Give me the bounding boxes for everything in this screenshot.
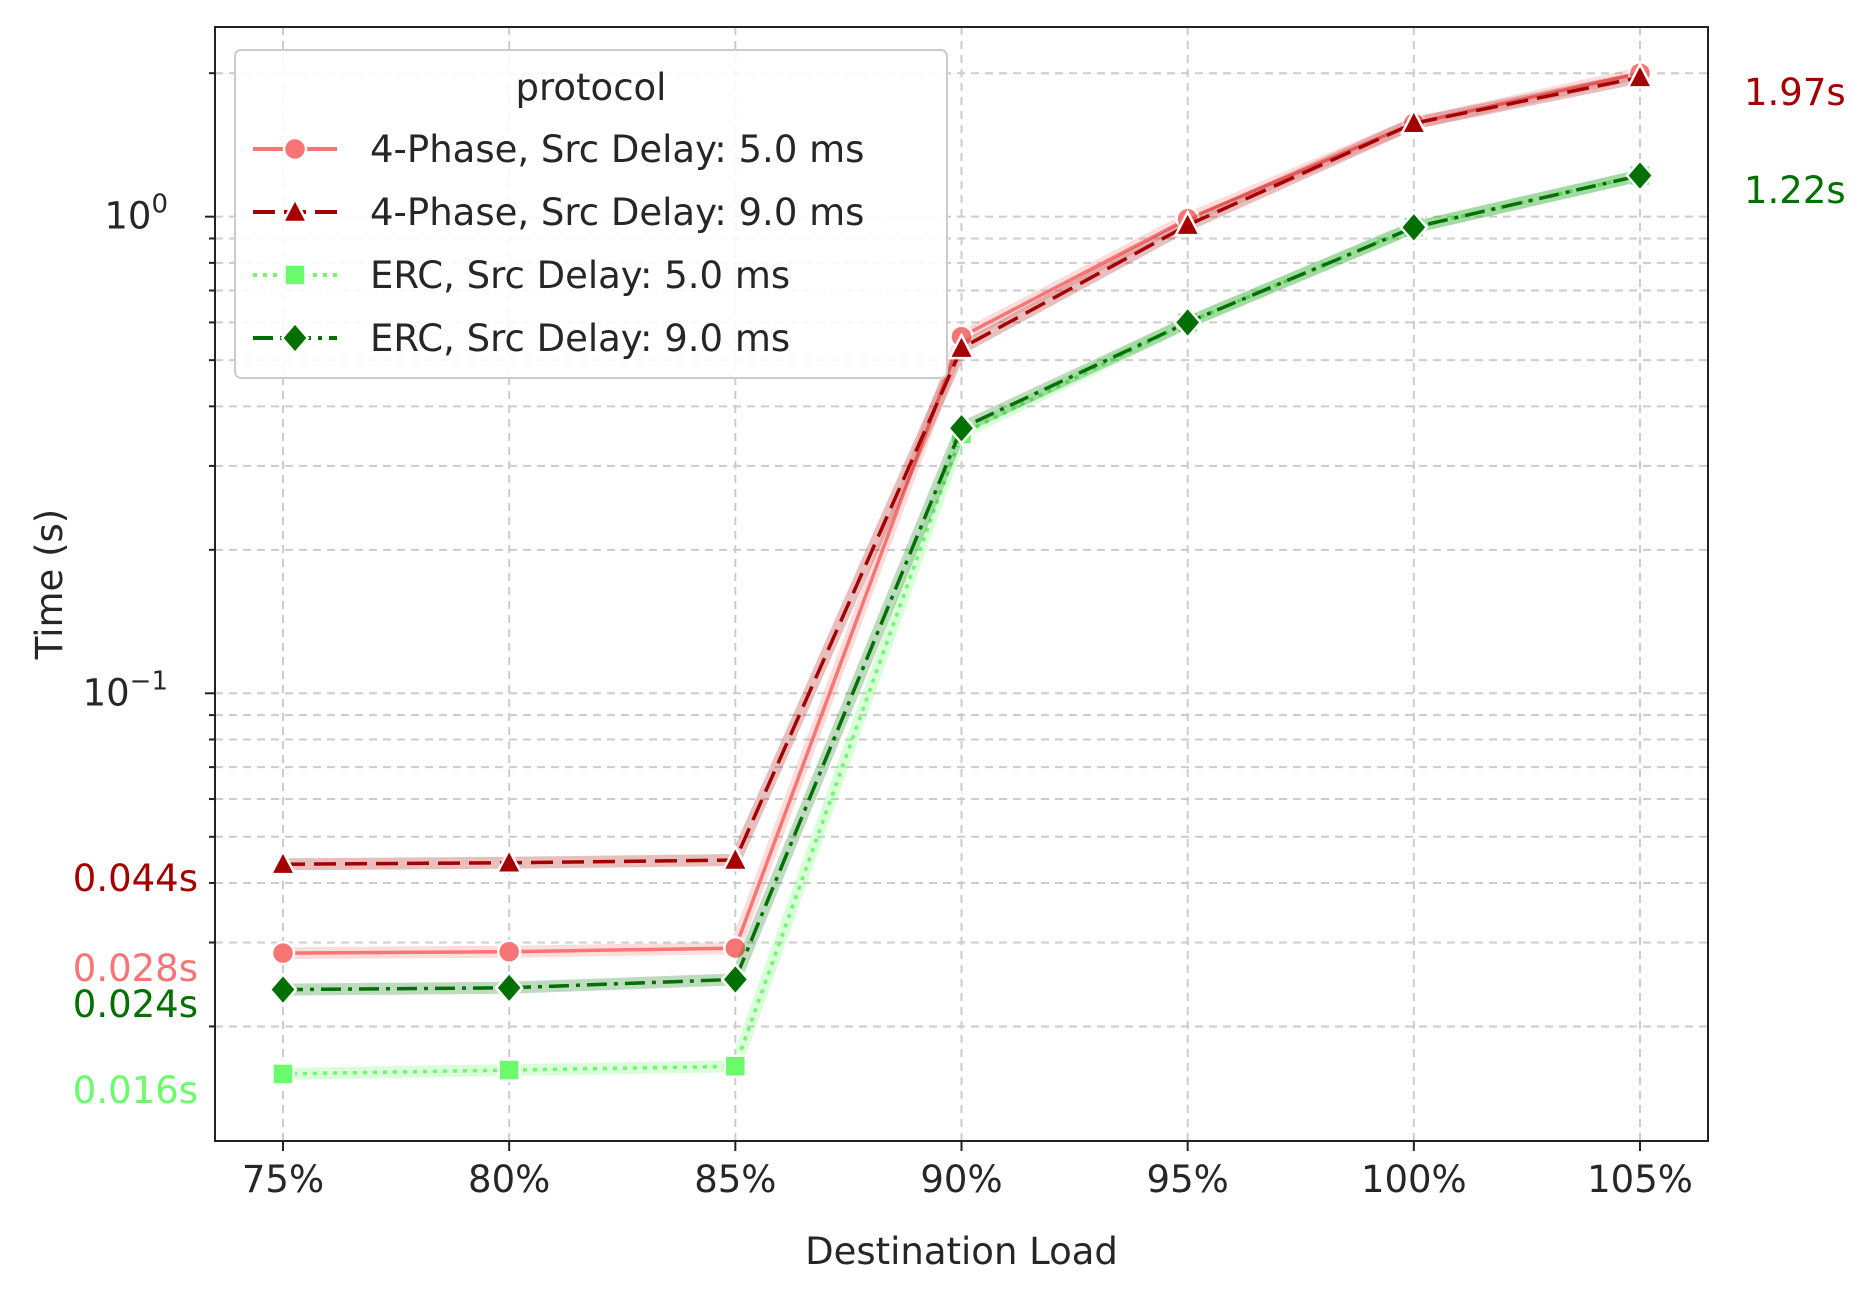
value-annotation: 0.028s bbox=[73, 947, 198, 990]
x-axis-label: Destination Load bbox=[805, 1230, 1118, 1273]
data-point bbox=[1399, 107, 1428, 135]
grid bbox=[215, 27, 1708, 1141]
value-annotation: 0.016s bbox=[73, 1069, 198, 1112]
data-point bbox=[494, 970, 524, 1005]
value-annotation: 0.024s bbox=[73, 983, 198, 1026]
data-point bbox=[1625, 158, 1655, 193]
legend-item: ERC, Src Delay: 5.0 ms bbox=[253, 254, 790, 297]
value-annotation: 1.22s bbox=[1744, 169, 1846, 212]
y-tick-label: 10−1 bbox=[83, 666, 168, 714]
axes: 75% 80% 85% 90% 95% 100% 105% 100 10−1 bbox=[83, 72, 1693, 1201]
legend-item: 4-Phase, Src Delay: 5.0 ms bbox=[253, 128, 864, 171]
y-tick-label: 100 bbox=[104, 190, 168, 238]
data-point bbox=[270, 940, 296, 966]
x-tick-label: 95% bbox=[1147, 1158, 1229, 1201]
x-tick-label: 90% bbox=[920, 1158, 1002, 1201]
data-point bbox=[720, 962, 750, 997]
series-4 bbox=[268, 158, 1655, 1007]
series-2 bbox=[268, 61, 1655, 876]
x-tick-label: 80% bbox=[468, 1158, 550, 1201]
legend-item: 4-Phase, Src Delay: 9.0 ms bbox=[253, 191, 864, 234]
data-point bbox=[947, 332, 976, 360]
value-annotation: 0.044s bbox=[73, 857, 198, 900]
data-point bbox=[495, 847, 524, 875]
data-point bbox=[268, 848, 298, 876]
data-point bbox=[1173, 209, 1202, 237]
data-point bbox=[1625, 61, 1655, 89]
x-tick-label: 100% bbox=[1361, 1158, 1467, 1201]
data-point bbox=[723, 1054, 748, 1079]
legend-swatch-marker bbox=[283, 263, 307, 287]
data-point bbox=[721, 844, 750, 872]
legend-label: ERC, Src Delay: 9.0 ms bbox=[370, 317, 790, 360]
data-point bbox=[1173, 305, 1203, 340]
data-point bbox=[268, 972, 298, 1007]
legend-swatch-marker bbox=[280, 321, 310, 355]
data-point bbox=[496, 939, 522, 964]
x-tick-label: 75% bbox=[242, 1158, 324, 1201]
data-point bbox=[946, 411, 977, 446]
legend-items: 4-Phase, Src Delay: 5.0 ms 4-Phase, Src D… bbox=[253, 128, 864, 360]
x-tick-label: 85% bbox=[694, 1158, 776, 1201]
y-axis-label: Time (s) bbox=[28, 509, 71, 660]
data-point bbox=[271, 1062, 295, 1086]
legend-label: 4-Phase, Src Delay: 5.0 ms bbox=[370, 128, 864, 171]
x-tick-label: 105% bbox=[1587, 1158, 1693, 1201]
legend-label: 4-Phase, Src Delay: 9.0 ms bbox=[370, 191, 864, 234]
value-annotation: 1.97s bbox=[1744, 71, 1846, 114]
legend-item: ERC, Src Delay: 9.0 ms bbox=[253, 317, 790, 360]
legend-label: ERC, Src Delay: 5.0 ms bbox=[370, 254, 790, 297]
legend-swatch-marker bbox=[282, 136, 308, 162]
legend-box bbox=[234, 49, 948, 379]
data-point bbox=[497, 1058, 521, 1082]
legend: protocol 4-Phase, Src Delay: 5.0 ms4-Pha… bbox=[234, 49, 948, 379]
series-layer bbox=[268, 60, 1655, 1086]
legend-title: protocol bbox=[516, 66, 667, 109]
legend-swatch-marker bbox=[280, 196, 310, 224]
data-point bbox=[1399, 210, 1429, 245]
